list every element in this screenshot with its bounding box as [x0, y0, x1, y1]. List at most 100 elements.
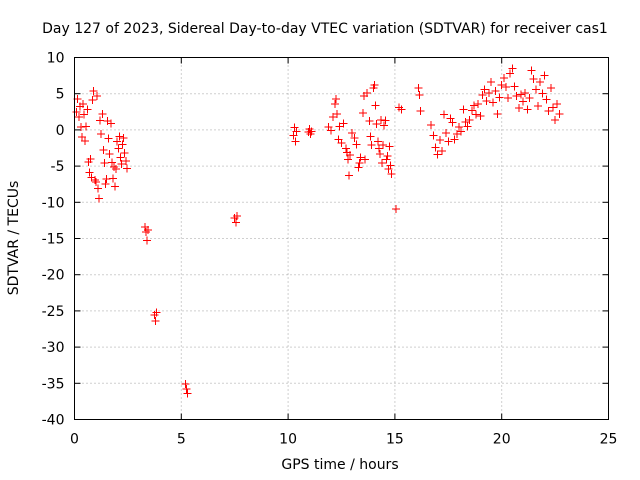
data-point: [373, 137, 382, 146]
data-point: [82, 122, 91, 131]
data-point: [504, 94, 513, 103]
data-point: [519, 97, 528, 106]
data-point: [181, 380, 190, 389]
data-point: [474, 99, 483, 108]
data-point: [375, 149, 384, 158]
data-point: [348, 128, 357, 137]
data-points-layer: [72, 64, 564, 398]
y-tick-label: -10: [42, 195, 65, 211]
x-tick-label: 15: [386, 432, 404, 448]
data-point: [230, 214, 239, 223]
data-point: [79, 99, 88, 108]
data-point: [542, 95, 551, 104]
data-point: [370, 81, 379, 90]
data-point: [461, 117, 470, 126]
data-point: [457, 127, 466, 136]
data-point: [102, 175, 111, 184]
data-point: [326, 126, 335, 135]
data-point: [416, 107, 425, 116]
x-tick-label: 0: [70, 432, 79, 448]
data-point: [107, 158, 116, 167]
data-point: [337, 138, 346, 147]
data-point: [355, 159, 364, 168]
data-point: [307, 127, 316, 136]
data-point: [378, 159, 387, 168]
y-tick-label: -20: [42, 268, 65, 284]
data-point: [523, 105, 532, 114]
data-point: [151, 317, 160, 326]
data-point: [371, 101, 380, 110]
data-point: [121, 157, 130, 166]
y-tick-label: 10: [47, 51, 65, 67]
x-axis-label: GPS time / hours: [281, 457, 398, 473]
data-point: [92, 91, 101, 100]
data-point: [356, 153, 365, 162]
data-point: [98, 109, 107, 118]
y-tick-label: -5: [51, 159, 65, 175]
data-point: [91, 178, 100, 187]
data-point: [115, 132, 124, 141]
data-point: [113, 137, 122, 146]
data-point: [415, 91, 424, 100]
data-point: [105, 149, 114, 158]
data-point: [516, 90, 525, 99]
y-tick-label: -15: [42, 232, 65, 248]
data-point: [354, 163, 363, 172]
data-point: [482, 96, 491, 105]
data-point: [514, 104, 523, 113]
data-point: [429, 131, 438, 140]
data-point: [289, 131, 298, 140]
x-tick-label: 20: [493, 432, 511, 448]
data-point: [331, 99, 340, 108]
data-point: [100, 159, 109, 168]
data-point: [442, 128, 451, 137]
data-point: [534, 102, 543, 111]
y-axis-label: SDTVAR / TECUs: [6, 181, 22, 296]
data-point: [339, 119, 348, 128]
data-point: [465, 115, 474, 124]
data-point: [116, 153, 125, 162]
grid-layer: [74, 57, 609, 420]
data-point: [365, 117, 374, 126]
x-tick-label: 25: [600, 432, 618, 448]
data-point: [332, 94, 341, 103]
y-tick-label: -30: [42, 340, 65, 356]
data-point: [182, 385, 191, 394]
data-point: [391, 204, 400, 213]
data-point: [437, 146, 446, 155]
data-point: [352, 140, 361, 149]
data-point: [72, 107, 81, 116]
data-point: [341, 144, 350, 153]
data-point: [380, 121, 389, 130]
data-point: [85, 168, 94, 177]
data-point: [440, 110, 449, 119]
data-point: [366, 132, 375, 141]
data-point: [527, 66, 536, 75]
data-point: [120, 149, 129, 158]
data-point: [101, 180, 110, 189]
x-tick-label: 10: [279, 432, 297, 448]
data-point: [469, 101, 478, 110]
data-point: [548, 103, 557, 112]
y-tick-label: -35: [42, 376, 65, 392]
data-point: [118, 140, 127, 149]
data-point: [444, 137, 453, 146]
data-point: [76, 123, 85, 132]
data-point: [350, 133, 359, 142]
data-point: [467, 106, 476, 115]
data-point: [111, 182, 120, 191]
plot-area-frame: [74, 57, 609, 420]
data-point: [472, 110, 481, 119]
data-point: [89, 86, 98, 95]
data-point: [108, 174, 117, 183]
data-point: [363, 88, 372, 97]
data-point: [110, 162, 119, 171]
data-point: [144, 225, 153, 234]
data-point: [88, 96, 97, 105]
y-tick-label: 5: [56, 87, 65, 103]
data-point: [374, 144, 383, 153]
x-tick-label: 5: [177, 432, 186, 448]
chart-title: Day 127 of 2023, Sidereal Day-to-day VTE…: [42, 21, 608, 37]
data-point: [487, 78, 496, 87]
